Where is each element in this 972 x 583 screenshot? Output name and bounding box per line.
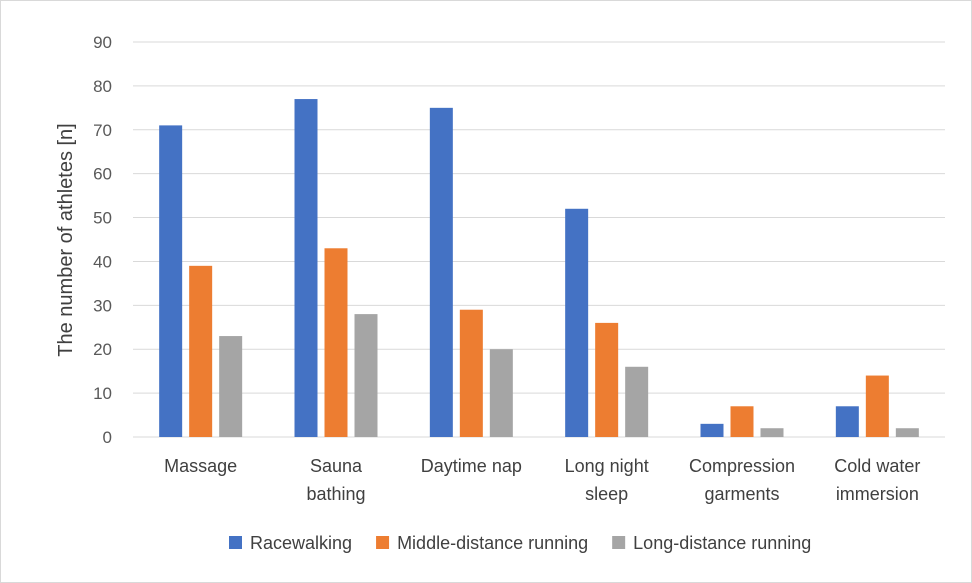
bars [159,99,919,438]
y-tick-label: 40 [93,252,112,271]
bar-racewalking [294,99,318,438]
y-tick-label: 80 [93,77,112,96]
y-axis-title: The number of athletes [n] [55,123,77,356]
x-category-label: Compression garments [689,456,795,504]
bar-racewalking [429,107,453,437]
y-tick-label: 90 [93,33,112,52]
y-tick-label: 10 [93,384,112,403]
legend-label: Racewalking [250,533,352,553]
y-axis-ticks: 0 10 20 30 40 50 60 70 80 90 [93,33,112,447]
bar-long-distance-running [354,314,378,437]
bar-middle-distance-running [459,309,483,437]
x-category-label: Massage [164,456,237,476]
bar-racewalking [700,423,724,437]
bar-middle-distance-running [189,265,213,437]
bar-middle-distance-running [730,406,754,437]
legend-swatch [376,536,390,549]
bar-long-distance-running [760,428,784,437]
bar-racewalking [835,406,859,437]
bar-racewalking [159,125,183,437]
bar-middle-distance-running [865,375,889,437]
y-tick-label: 20 [93,340,112,359]
y-tick-label: 50 [93,209,112,228]
legend-label: Middle-distance running [397,533,588,553]
bar-long-distance-running [219,336,243,437]
y-tick-label: 70 [93,121,112,140]
legend: Racewalking Middle-distance running Long-d… [229,533,811,553]
bar-middle-distance-running [324,248,348,437]
legend-swatch [229,536,242,549]
legend-swatch [612,536,626,549]
bar-long-distance-running [895,428,919,437]
bar-long-distance-running [625,366,649,437]
y-tick-label: 60 [93,165,112,184]
x-category-label: Sauna bathing [306,456,365,504]
bar-racewalking [565,208,589,437]
x-category-label: Cold water immersion [834,456,920,504]
y-tick-label: 0 [103,428,112,447]
legend-label: Long-distance running [633,533,811,553]
x-axis-labels: Massage Sauna bathing Daytime nap Long night… [164,456,920,504]
y-tick-label: 30 [93,296,112,315]
bar-middle-distance-running [595,322,619,437]
gridlines [133,41,945,438]
bar-long-distance-running [489,349,513,437]
x-category-label: Long night sleep [565,456,649,504]
x-category-label: Daytime nap [421,456,522,476]
